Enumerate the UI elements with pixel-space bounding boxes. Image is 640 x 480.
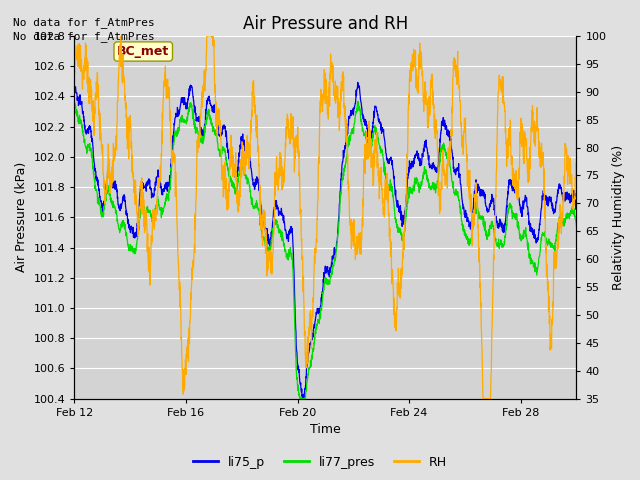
RH bbox=[203, 33, 211, 39]
RH bbox=[315, 155, 323, 160]
Text: BC_met: BC_met bbox=[117, 45, 170, 58]
li75_p bbox=[558, 190, 566, 196]
li77_pres bbox=[573, 223, 580, 229]
li77_pres bbox=[70, 106, 78, 111]
Line: li75_p: li75_p bbox=[74, 83, 577, 398]
li75_p bbox=[354, 80, 362, 85]
RH bbox=[96, 137, 104, 143]
Legend: li75_p, li77_pres, RH: li75_p, li77_pres, RH bbox=[188, 451, 452, 474]
li77_pres bbox=[559, 218, 566, 224]
Line: RH: RH bbox=[74, 36, 577, 398]
RH bbox=[466, 193, 474, 199]
li75_p bbox=[70, 89, 78, 95]
Title: Air Pressure and RH: Air Pressure and RH bbox=[243, 15, 408, 33]
li77_pres bbox=[301, 396, 309, 401]
li75_p bbox=[96, 194, 104, 200]
RH bbox=[70, 57, 78, 63]
RH bbox=[301, 354, 309, 360]
li77_pres bbox=[354, 98, 362, 104]
li75_p bbox=[467, 220, 474, 226]
li77_pres bbox=[467, 236, 474, 241]
Text: No data for f_AtmPres: No data for f_AtmPres bbox=[13, 31, 154, 42]
li75_p bbox=[299, 396, 307, 401]
RH bbox=[479, 396, 487, 401]
li75_p bbox=[573, 197, 580, 203]
li77_pres bbox=[315, 317, 323, 323]
li77_pres bbox=[96, 203, 104, 209]
X-axis label: Time: Time bbox=[310, 423, 341, 436]
li77_pres bbox=[296, 396, 304, 401]
li75_p bbox=[315, 306, 323, 312]
Y-axis label: Air Pressure (kPa): Air Pressure (kPa) bbox=[15, 162, 28, 273]
RH bbox=[573, 156, 580, 161]
li75_p bbox=[301, 384, 309, 389]
RH bbox=[559, 216, 566, 221]
RH bbox=[558, 210, 566, 216]
Line: li77_pres: li77_pres bbox=[74, 101, 577, 398]
li75_p bbox=[559, 193, 566, 199]
li77_pres bbox=[558, 220, 566, 226]
Text: No data for f_AtmPres: No data for f_AtmPres bbox=[13, 17, 154, 28]
Y-axis label: Relativity Humidity (%): Relativity Humidity (%) bbox=[612, 144, 625, 290]
